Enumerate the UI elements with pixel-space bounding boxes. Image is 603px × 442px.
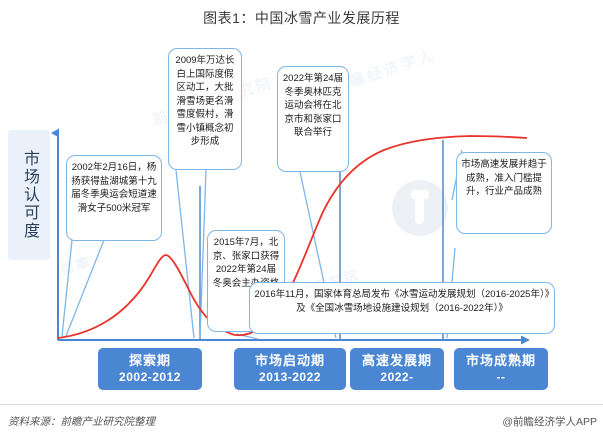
page-title: 图表1：中国冰雪产业发展历程	[203, 10, 400, 26]
callout-tail	[175, 169, 195, 339]
callout-text: 市场高速发展并趋于成熟，准入门槛提升，行业产品成熟	[461, 159, 547, 197]
phase-name: 高速发展期	[361, 353, 432, 369]
callout-text: 2015年7月，北京、张家口获得2022年第24届冬奥会主办资格	[212, 237, 280, 289]
phase-name: 市场成熟期	[465, 353, 536, 369]
callout-text: 2016年11月，国家体育总局发布《冰雪运动发展规划（2016-2025年）》及…	[254, 289, 550, 314]
callout-text: 2002年2月16日，杨扬获得盐湖城第十九届冬季奥运会短道速滑女子500米冠军	[71, 162, 157, 214]
phase-button-exploration[interactable]: 探索期 2002-2012	[98, 348, 202, 390]
footer-divider	[0, 404, 603, 405]
phase-button-market-maturity[interactable]: 市场成熟期 --	[454, 348, 548, 390]
callout-text: 2022年第24届冬季奥林匹克运动会将在北京市和张家口联合举行	[282, 73, 344, 138]
callout-box: 2016年11月，国家体育总局发布《冰雪运动发展规划（2016-2025年）》及…	[249, 282, 555, 334]
callout-box: 2009年万达长白上国际度假区动工，大批滑雪场更名滑雪度假村，滑雪小镇概念初步形…	[168, 48, 242, 170]
callout-box: 2002年2月16日，杨扬获得盐湖城第十九届冬季奥运会短道速滑女子500米冠军	[66, 155, 162, 241]
callout-box: 市场高速发展并趋于成熟，准入门槛提升，行业产品成熟	[456, 152, 552, 234]
phase-years: --	[496, 369, 506, 384]
app-credit: @前瞻经济学人APP	[502, 416, 597, 428]
phase-years: 2002-2012	[119, 369, 181, 384]
y-axis-label: 市场认可度	[8, 130, 50, 260]
source-note: 资料来源：前瞻产业研究院整理	[8, 416, 155, 428]
phase-button-rapid-growth[interactable]: 高速发展期 2022-	[350, 348, 444, 390]
callout-box: 2022年第24届冬季奥林匹克运动会将在北京市和张家口联合举行	[277, 66, 349, 172]
phase-bar: 探索期 2002-2012 市场启动期 2013-2022 高速发展期 2022…	[0, 348, 603, 392]
phase-years: 2022-	[380, 369, 414, 384]
callout-tail	[65, 239, 105, 337]
callout-text: 2009年万达长白上国际度假区动工，大批滑雪场更名滑雪度假村，滑雪小镇概念初步形…	[175, 55, 235, 147]
phase-name: 市场启动期	[254, 353, 325, 369]
callout-tail	[61, 239, 73, 337]
phase-button-market-launch[interactable]: 市场启动期 2013-2022	[234, 348, 346, 390]
y-axis-label-text: 市场认可度	[21, 150, 38, 240]
phase-years: 2013-2022	[259, 369, 321, 384]
phase-name: 探索期	[128, 353, 171, 369]
